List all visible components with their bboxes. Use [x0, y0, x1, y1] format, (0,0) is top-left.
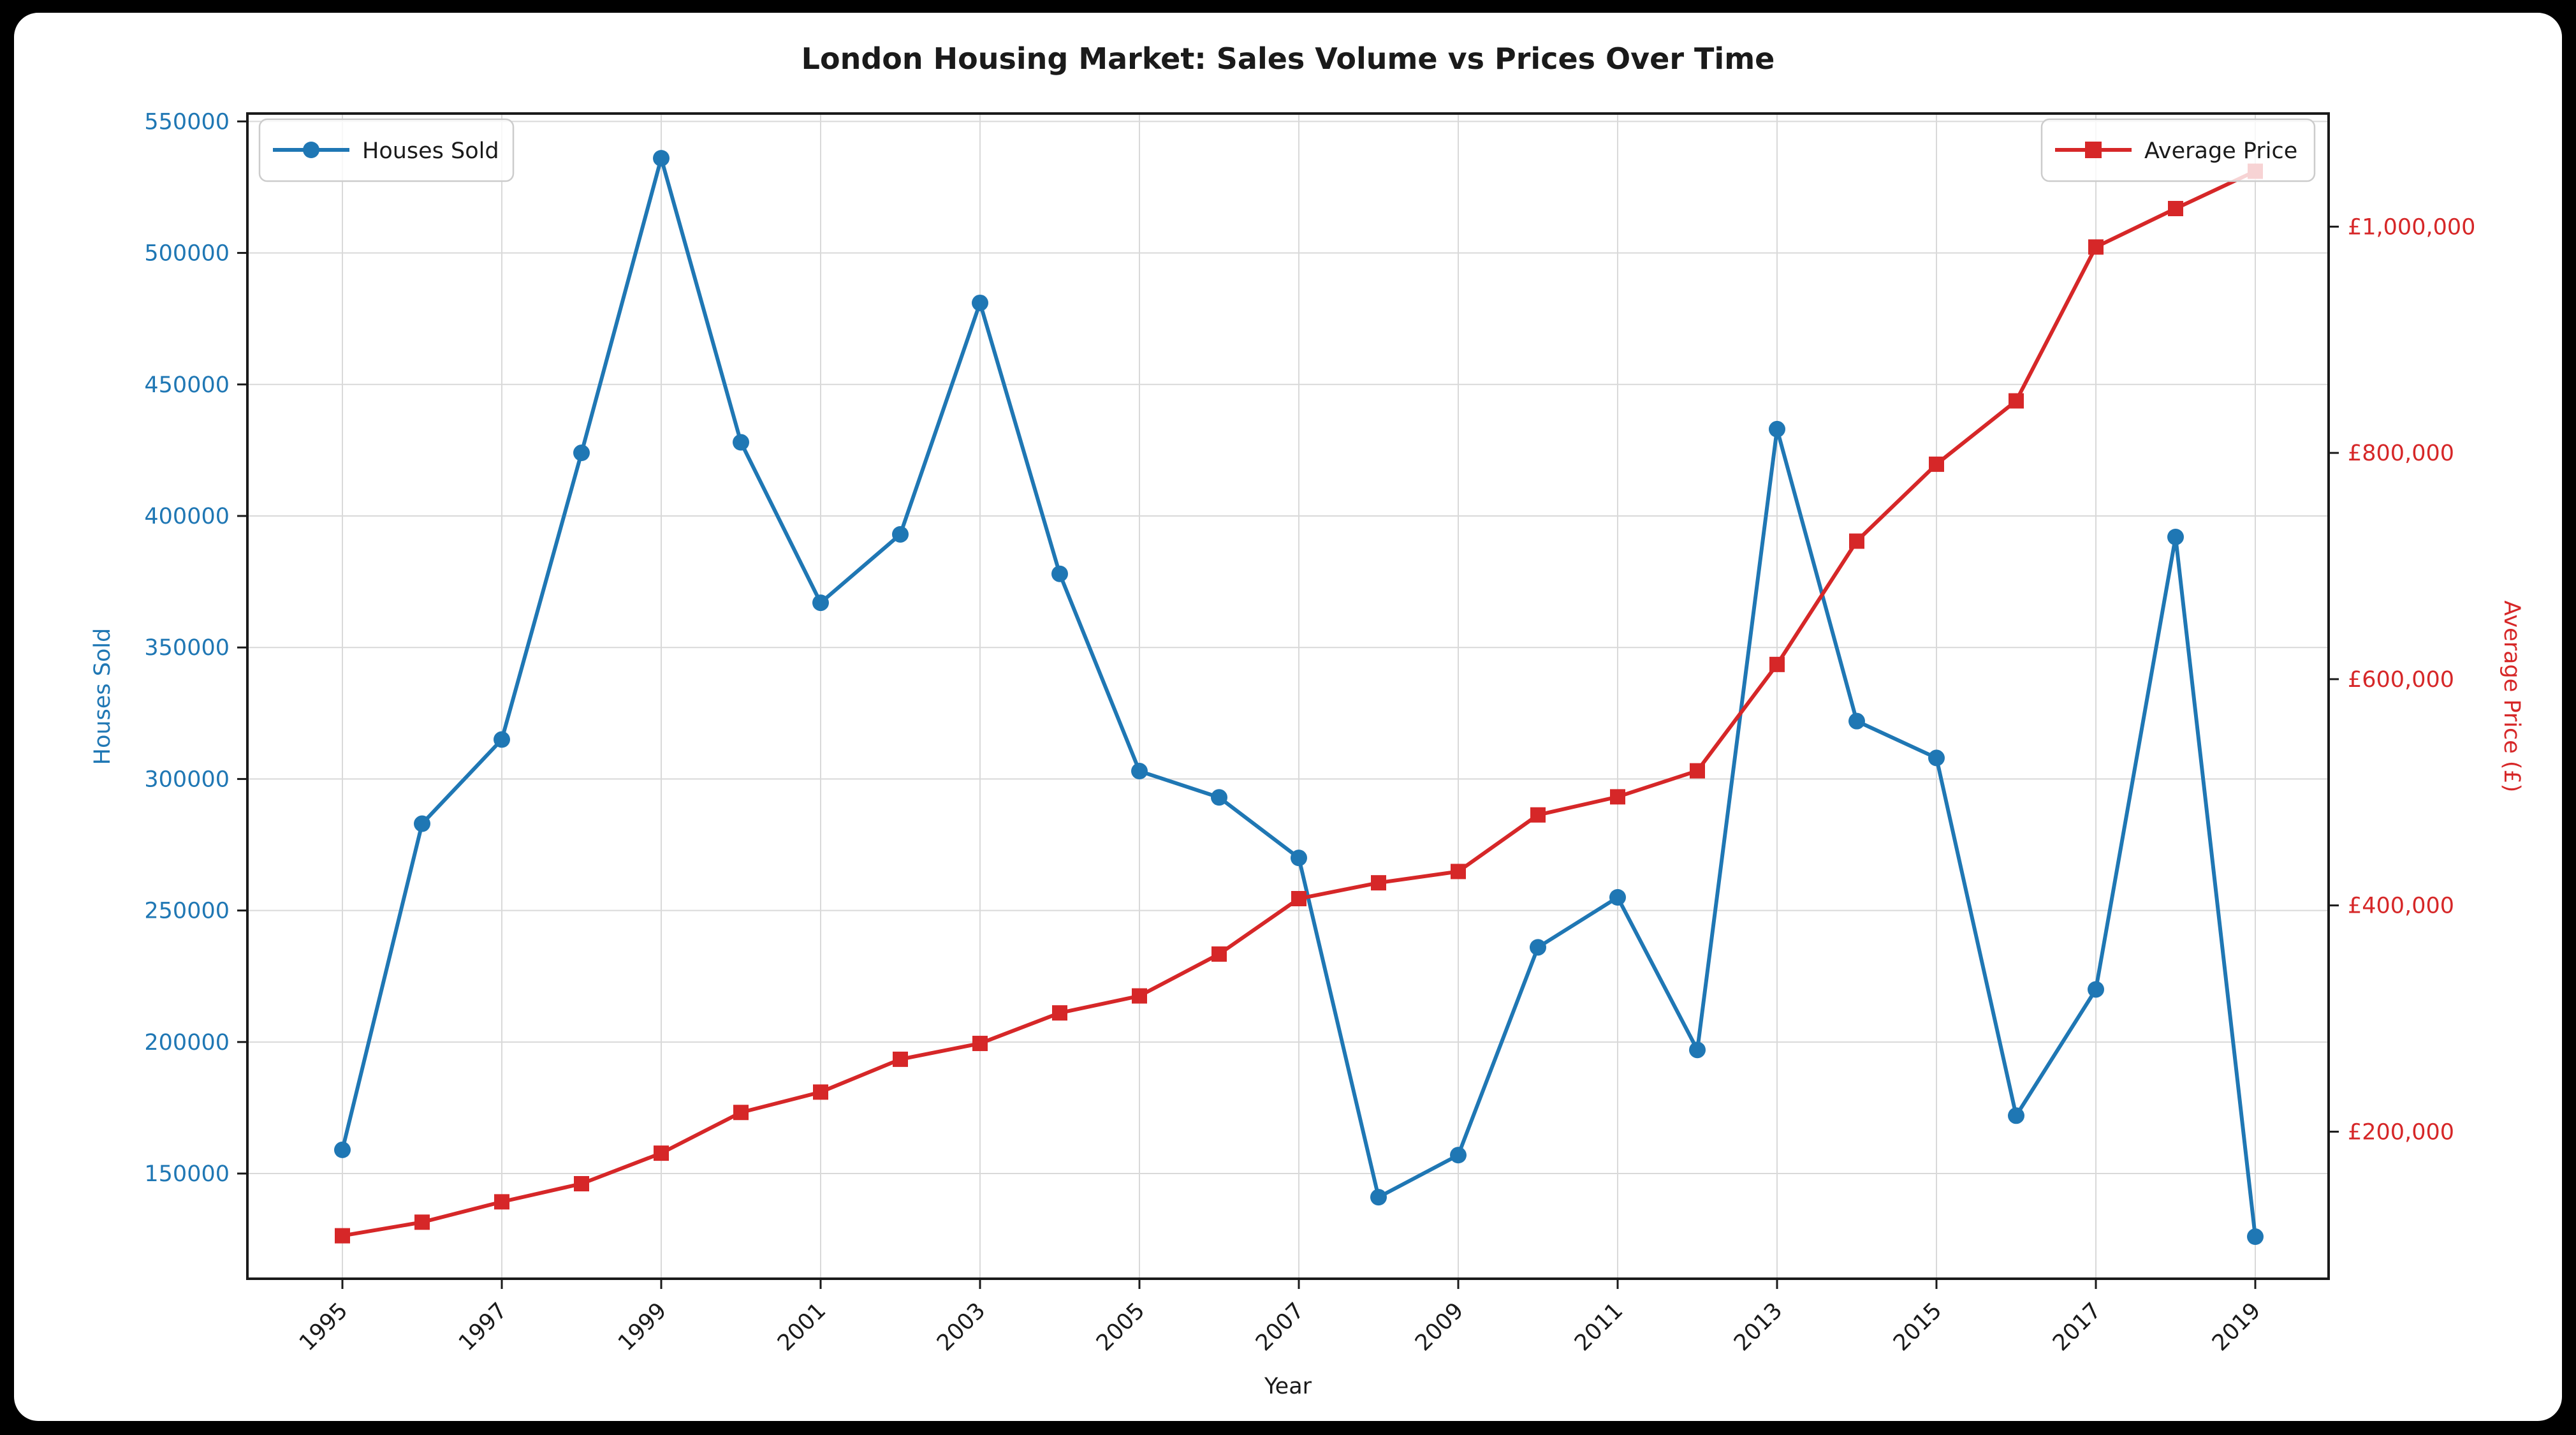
legend-label: Houses Sold: [362, 138, 499, 164]
right-tick-label: £200,000: [2348, 1119, 2454, 1145]
x-tick-label: 1995: [295, 1298, 353, 1356]
data-point-houses-sold: [2247, 1228, 2264, 1246]
data-point-houses-sold: [1689, 1041, 1706, 1059]
data-point-average-price: [972, 1036, 988, 1052]
data-point-average-price: [1769, 656, 1785, 672]
left-tick-label: 300000: [144, 767, 230, 792]
x-tick-label: 2007: [1251, 1298, 1309, 1356]
data-point-average-price: [654, 1145, 669, 1161]
left-tick-label: 400000: [144, 504, 230, 529]
houses-sold-legend-marker-icon: [303, 142, 319, 158]
data-point-average-price: [1211, 946, 1227, 962]
right-tick-label: £600,000: [2348, 667, 2454, 693]
data-point-houses-sold: [1291, 850, 1307, 867]
x-tick-label: 2015: [1889, 1298, 1947, 1356]
data-point-houses-sold: [1530, 939, 1546, 956]
data-point-average-price: [813, 1084, 828, 1100]
data-point-average-price: [1929, 456, 1944, 472]
left-tick-label: 350000: [144, 635, 230, 661]
data-point-average-price: [2009, 393, 2024, 409]
right-tick-label: £1,000,000: [2348, 214, 2475, 240]
data-point-houses-sold: [972, 294, 988, 311]
data-point-houses-sold: [1370, 1189, 1387, 1206]
data-point-average-price: [733, 1105, 749, 1121]
data-point-houses-sold: [733, 434, 749, 451]
data-point-houses-sold: [414, 815, 430, 832]
x-tick-label: 2003: [932, 1298, 990, 1356]
left-axis-label: Houses Sold: [90, 628, 115, 765]
legend-average-price: Average Price: [2040, 118, 2316, 182]
data-point-average-price: [2088, 239, 2104, 255]
data-point-houses-sold: [2167, 528, 2184, 545]
legend-box: [258, 118, 515, 182]
data-point-average-price: [494, 1194, 509, 1210]
data-point-houses-sold: [2088, 981, 2104, 998]
data-point-average-price: [1451, 864, 1466, 879]
data-point-average-price: [335, 1228, 350, 1244]
data-point-houses-sold: [1848, 712, 1865, 730]
data-point-houses-sold: [653, 150, 670, 167]
right-axis-label: Average Price (£): [2499, 601, 2524, 793]
plot-area: 150000 200000 250000 300000 350000 400000 4500…: [144, 109, 2475, 1356]
data-point-average-price: [1132, 988, 1147, 1004]
left-tick-label: 200000: [144, 1030, 230, 1056]
left-tick-label: 550000: [144, 109, 230, 135]
data-point-average-price: [574, 1176, 589, 1192]
legend-label: Average Price: [2144, 138, 2297, 164]
plot-border: [246, 112, 2330, 1280]
data-point-houses-sold: [573, 445, 590, 462]
x-tick-label: 2017: [2048, 1298, 2106, 1356]
data-point-houses-sold: [334, 1141, 351, 1158]
x-tick-label: 2001: [773, 1298, 831, 1356]
data-point-average-price: [1610, 789, 1625, 805]
left-tick-label: 150000: [144, 1161, 230, 1187]
data-point-average-price: [1291, 891, 1306, 907]
x-tick-label: 2019: [2207, 1298, 2265, 1356]
x-tick-label: 2013: [1729, 1298, 1787, 1356]
data-point-average-price: [414, 1214, 430, 1230]
chart-title: London Housing Market: Sales Volume vs P…: [801, 41, 1775, 76]
legend-box: [2040, 118, 2316, 182]
right-tick-label: £800,000: [2348, 441, 2454, 466]
data-point-average-price: [1052, 1005, 1067, 1021]
data-point-houses-sold: [812, 594, 829, 612]
right-tick-label: £400,000: [2348, 894, 2454, 919]
data-point-average-price: [1690, 763, 1705, 779]
x-tick-label: 2009: [1410, 1298, 1468, 1356]
data-point-houses-sold: [494, 731, 510, 748]
chart-figure: 150000 200000 250000 300000 350000 400000 4500…: [90, 41, 2524, 1399]
x-tick-label: 2011: [1570, 1298, 1628, 1356]
data-point-houses-sold: [1051, 565, 1068, 582]
x-tick-label: 2005: [1092, 1298, 1150, 1356]
data-point-average-price: [1371, 875, 1386, 891]
left-tick-label: 250000: [144, 899, 230, 924]
data-point-houses-sold: [1609, 888, 1626, 906]
data-point-houses-sold: [892, 526, 909, 543]
data-point-houses-sold: [2008, 1107, 2024, 1124]
x-tick-label: 1999: [613, 1298, 671, 1356]
legend-houses-sold: Houses Sold: [258, 118, 515, 182]
data-point-houses-sold: [1211, 789, 1227, 806]
data-point-average-price: [893, 1051, 908, 1067]
average-price-legend-marker-icon: [2085, 142, 2102, 158]
data-point-houses-sold: [1131, 763, 1148, 780]
data-point-houses-sold: [1450, 1147, 1467, 1164]
data-point-average-price: [1849, 533, 1864, 549]
x-tick-label: 1997: [454, 1298, 512, 1356]
left-tick-label: 450000: [144, 372, 230, 398]
data-point-average-price: [1530, 807, 1546, 823]
x-axis-label: Year: [1264, 1374, 1312, 1399]
left-tick-label: 500000: [144, 241, 230, 267]
data-point-houses-sold: [1769, 420, 1785, 438]
data-point-average-price: [2168, 200, 2183, 216]
chart-card: 150000 200000 250000 300000 350000 400000 4500…: [14, 13, 2562, 1421]
data-point-houses-sold: [1928, 749, 1945, 767]
